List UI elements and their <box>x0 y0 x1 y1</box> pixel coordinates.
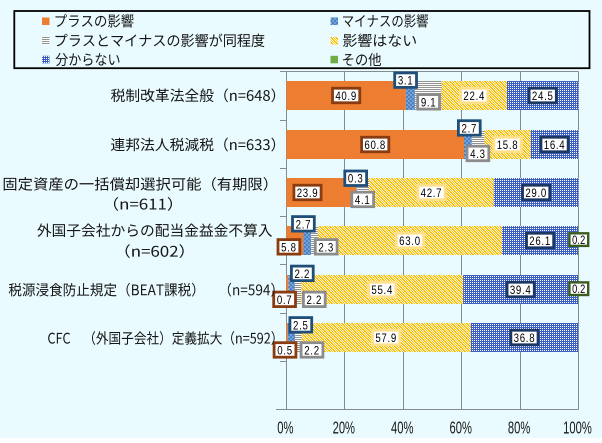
svg-text:24.5: 24.5 <box>532 90 554 103</box>
svg-text:4.1: 4.1 <box>355 194 371 207</box>
svg-text:0.2: 0.2 <box>572 284 585 296</box>
svg-text:15.8: 15.8 <box>497 139 519 152</box>
svg-text:3.1: 3.1 <box>398 75 414 88</box>
svg-text:42.7: 42.7 <box>421 187 443 200</box>
svg-text:0.7: 0.7 <box>277 294 293 307</box>
svg-text:2.7: 2.7 <box>296 218 312 231</box>
svg-text:100%: 100% <box>563 419 592 438</box>
svg-text:57.9: 57.9 <box>375 332 397 345</box>
svg-text:20%: 20% <box>333 419 355 438</box>
svg-text:63.0: 63.0 <box>399 235 421 248</box>
svg-text:80%: 80% <box>508 419 530 438</box>
svg-text:4.3: 4.3 <box>470 148 486 161</box>
svg-text:2.3: 2.3 <box>318 241 334 254</box>
svg-text:40.9: 40.9 <box>335 90 357 103</box>
svg-text:40%: 40% <box>391 419 413 438</box>
svg-text:0.3: 0.3 <box>348 173 364 186</box>
svg-text:22.4: 22.4 <box>463 90 485 103</box>
svg-text:5.8: 5.8 <box>281 241 297 254</box>
svg-text:2.5: 2.5 <box>293 319 309 332</box>
svg-text:29.0: 29.0 <box>525 187 547 200</box>
svg-text:39.4: 39.4 <box>510 284 532 297</box>
svg-text:26.1: 26.1 <box>529 235 551 248</box>
svg-text:16.4: 16.4 <box>544 139 566 152</box>
svg-text:9.1: 9.1 <box>421 96 437 109</box>
svg-text:60%: 60% <box>449 419 471 438</box>
svg-text:36.8: 36.8 <box>514 332 536 345</box>
svg-text:2.2: 2.2 <box>295 268 311 281</box>
svg-text:0%: 0% <box>277 419 293 438</box>
svg-text:2.7: 2.7 <box>462 122 478 135</box>
svg-text:55.4: 55.4 <box>371 284 393 297</box>
svg-text:0.2: 0.2 <box>572 235 585 247</box>
svg-text:60.8: 60.8 <box>364 139 386 152</box>
svg-text:23.9: 23.9 <box>297 187 319 200</box>
svg-text:0.5: 0.5 <box>277 344 293 357</box>
svg-text:2.2: 2.2 <box>307 294 323 307</box>
svg-text:2.2: 2.2 <box>304 344 320 357</box>
